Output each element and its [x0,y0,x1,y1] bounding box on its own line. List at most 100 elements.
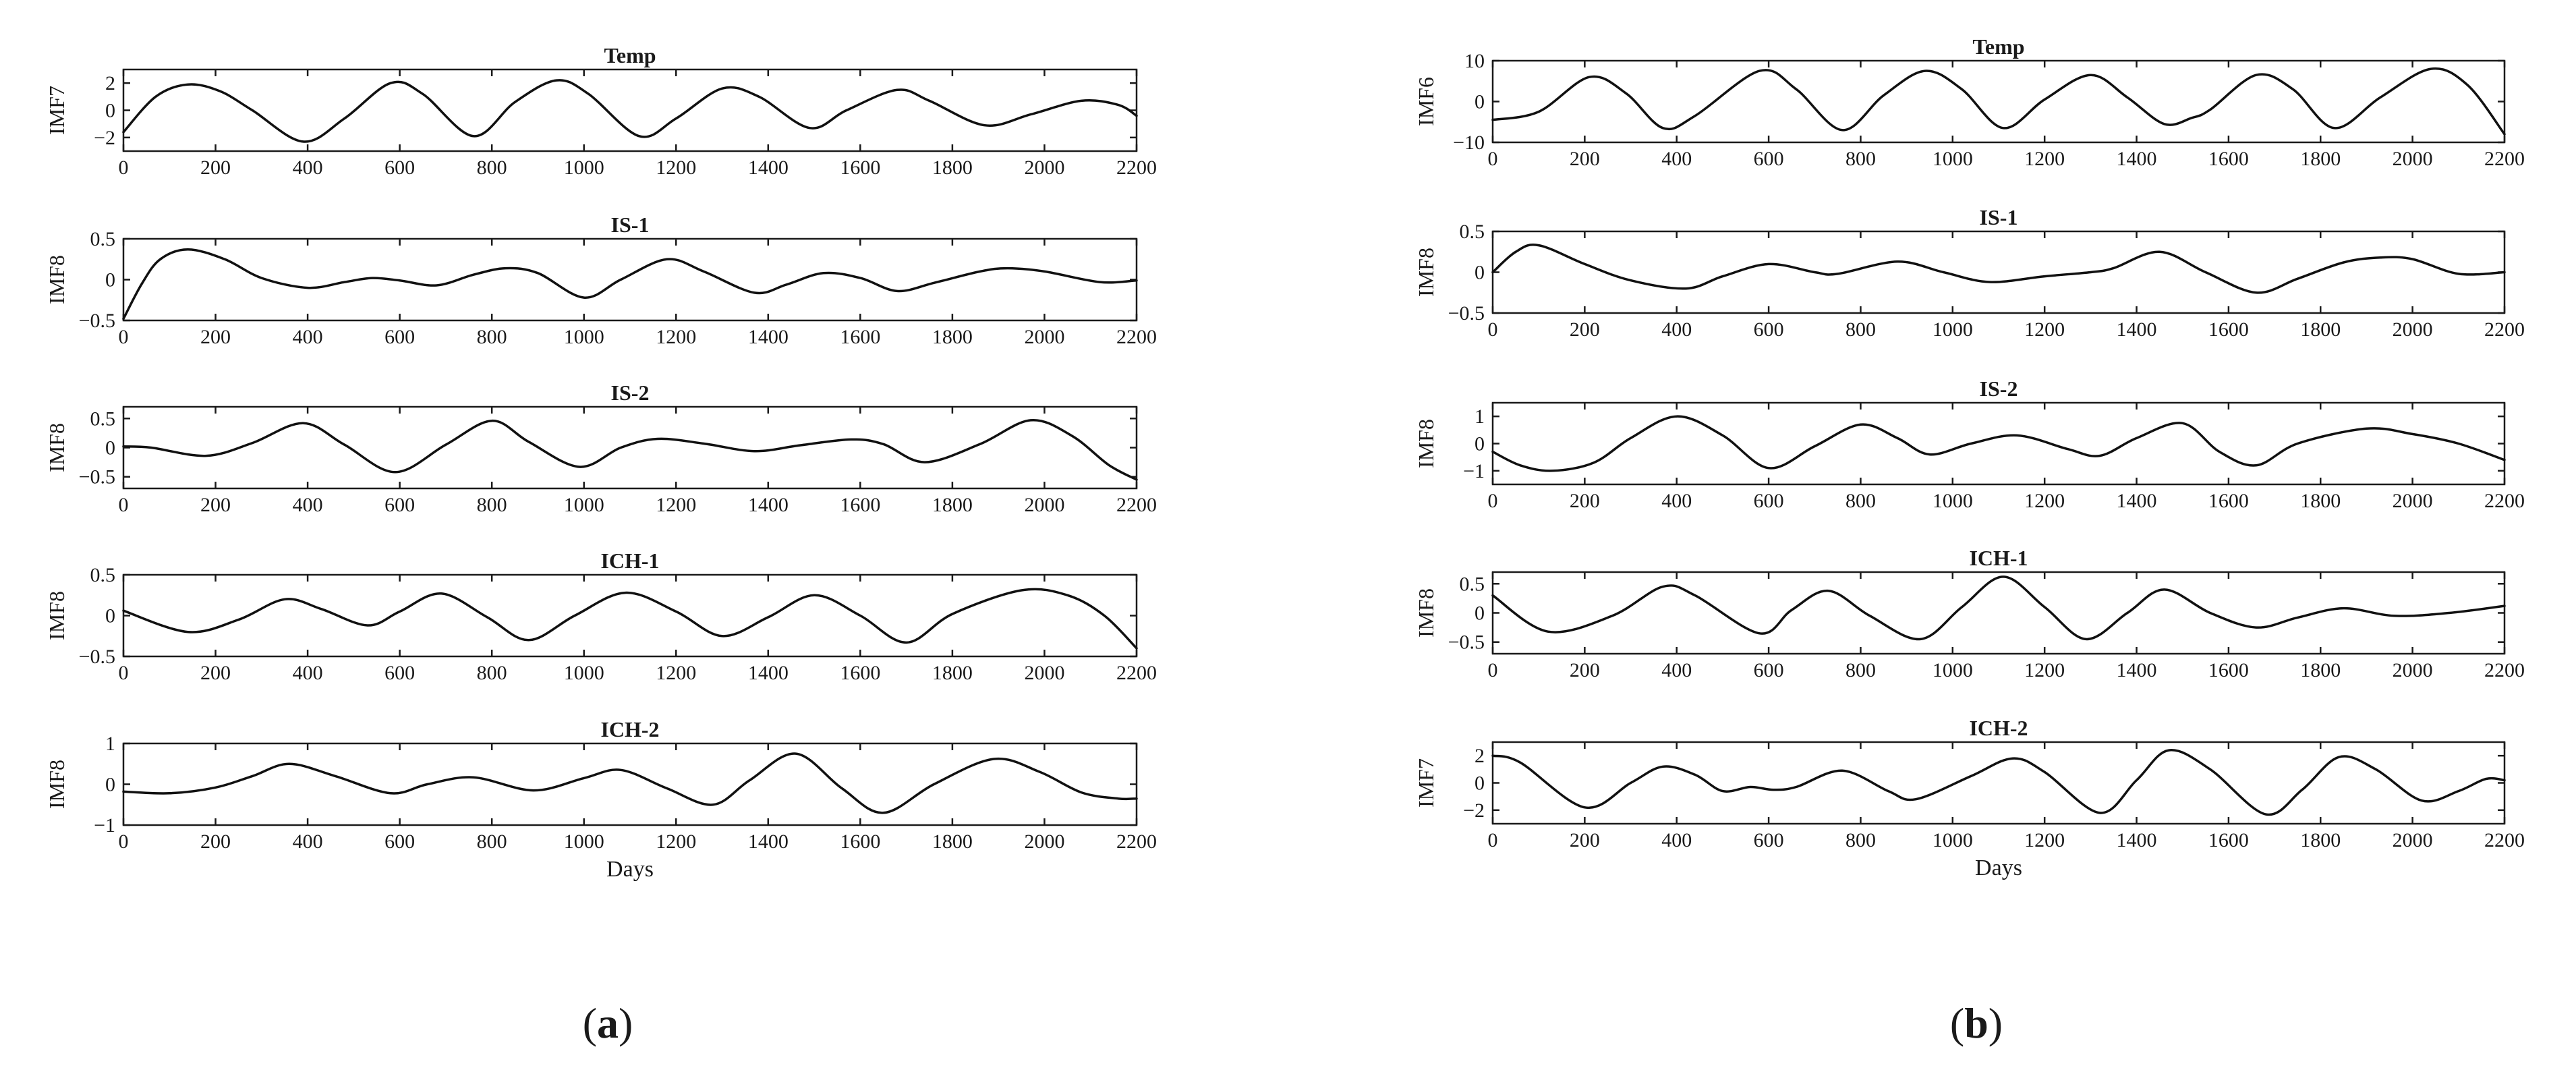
x-tick-label: 800 [1845,490,1876,512]
caption-a-open: ( [583,999,597,1047]
y-tick-label: 0.5 [1460,573,1485,595]
panel-title: Temp [604,43,656,67]
x-tick-label: 1600 [840,157,880,179]
x-tick-label: 0 [1488,490,1498,512]
x-tick-label: 0 [119,830,129,853]
x-tick-label: 1600 [2208,318,2249,341]
caption-a-letter: a [597,999,619,1047]
y-tick-label: 2 [105,72,115,94]
panel-b-1: Temp 0 200 400 600 800 1000 1200 1400 1600 1800 200… [1414,34,2525,170]
y-axis-label: IMF8 [1414,419,1438,468]
series-line [122,752,1138,814]
y-axis-label: IMF8 [45,591,69,640]
series-line [1491,749,2506,816]
x-tick-label: 1600 [2208,148,2249,170]
x-tick-label: 1800 [932,326,973,348]
x-tick-label: 1400 [748,157,789,179]
x-tick-label: 1000 [1933,659,1973,681]
x-tick-label: 1600 [840,326,880,348]
panel-b-5: ICH-20 200 400 600 800 1000 1200 1400 1600 1800 20… [1414,716,2525,880]
plot-frame [122,405,1138,490]
x-tick-label: 600 [384,494,415,516]
x-tick-label: 400 [1661,829,1692,851]
caption-b: (b) [1950,999,2003,1047]
x-tick-label: 1200 [2024,829,2065,851]
x-tick-label: 1800 [2300,490,2341,512]
x-tick-label: 0 [1488,148,1498,170]
y-tick-label: 0.5 [90,564,116,586]
x-tick-label: 600 [384,326,415,348]
x-tick-label: 1600 [2208,659,2249,681]
y-tick-label: 0 [105,437,115,459]
x-tick-label: 1400 [2117,659,2157,681]
plot-frame [122,573,1138,658]
panel-title: IS-1 [611,213,650,237]
x-tick-label: 1000 [1933,318,1973,341]
x-tick-label: 0 [119,662,129,684]
x-tick-label: 1200 [656,662,696,684]
panel-a-5: ICH-2 0 200 400 600 800 1000 1200 1400 1600 1800 20… [45,717,1157,882]
x-tick-label: 1800 [2300,829,2341,851]
x-tick-label: 800 [477,494,507,516]
panel-b-3: IS-2 0 200 400 600 800 1000 1200 1400 1600 1800 200… [1414,376,2525,512]
y-axis-label: IMF8 [1414,588,1438,638]
x-tick-label: 800 [477,326,507,348]
x-tick-label: 2200 [1116,494,1157,516]
x-tick-label: 1000 [564,326,604,348]
x-tick-label: 800 [477,157,507,179]
panel-title: IS-2 [1980,376,2018,401]
panel-title: IS-2 [611,380,650,405]
x-tick-label: 2200 [2484,490,2525,512]
x-tick-label: 1800 [2300,318,2341,341]
x-tick-label: 2200 [1116,157,1157,179]
panel-a-4: ICH-1 0 200 400 600 800 1000 1200 1400 1600 1800 20… [45,548,1157,684]
series-line [1491,67,2506,136]
x-tick-label: 600 [1754,659,1784,681]
x-tick-label: 2200 [2484,148,2525,170]
x-tick-label: 200 [1570,148,1600,170]
x-tick-label: 400 [293,830,323,853]
x-tick-label: 800 [477,662,507,684]
x-tick-label: 400 [293,494,323,516]
x-tick-label: 200 [1570,318,1600,341]
x-tick-label: 1000 [1933,148,1973,170]
plot-frame [122,68,1138,152]
x-tick-label: 200 [200,662,231,684]
x-tick-label: 2200 [2484,829,2525,851]
y-tick-label: 0 [1475,433,1485,455]
y-tick-label: −0.5 [1448,302,1485,325]
x-tick-label: 0 [1488,829,1498,851]
caption-a: (a) [583,999,633,1047]
panel-title: ICH-2 [600,717,659,741]
x-tick-label: 800 [1845,148,1876,170]
x-tick-label: 1400 [2117,148,2157,170]
x-tick-label: 2000 [1024,326,1064,348]
x-tick-label: 1200 [656,326,696,348]
y-axis-label: IMF7 [45,86,69,135]
x-tick-label: 1200 [2024,490,2065,512]
x-tick-label: 200 [200,157,231,179]
x-tick-label: 1800 [932,662,973,684]
x-tick-label: 1400 [748,494,789,516]
y-tick-label: 10 [1464,50,1485,72]
x-tick-label: 1200 [656,157,696,179]
x-tick-label: 1200 [2024,659,2065,681]
x-tick-label: 2200 [2484,318,2525,341]
x-tick-label: 1800 [2300,659,2341,681]
panel-b-4: ICH-1 0 200 400 600 800 1000 1200 1400 1600 1800 20… [1414,546,2525,681]
y-tick-label: −10 [1453,132,1485,154]
y-tick-label: −1 [94,814,115,837]
x-tick-label: 1600 [2208,829,2249,851]
plot-frame [1491,401,2506,486]
y-tick-label: 0 [105,100,115,122]
y-tick-label: −2 [1463,799,1485,822]
panel-title: ICH-2 [1969,716,2028,740]
x-tick-label: 2000 [2393,659,2433,681]
panel-a-1: Temp 0 200 400 600 800 1000 1200 1400 1600 1800 200… [45,43,1157,179]
y-tick-label: −0.5 [79,466,115,488]
x-tick-label: 600 [384,830,415,853]
x-tick-label: 1400 [2117,318,2157,341]
x-tick-label: 1400 [748,830,789,853]
y-axis-label: IMF8 [45,760,69,809]
